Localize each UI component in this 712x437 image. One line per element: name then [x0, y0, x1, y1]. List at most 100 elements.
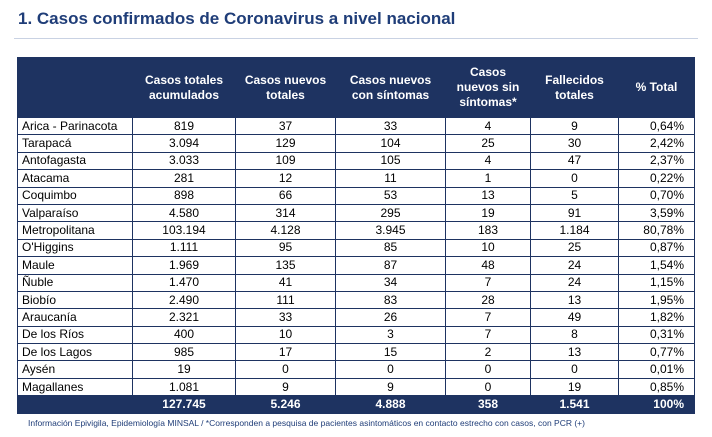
deaths-cell: 0: [530, 360, 619, 379]
region-name: Ñuble: [17, 273, 133, 292]
new-cases-cell: 17: [235, 343, 336, 362]
header-region: [17, 57, 133, 118]
title-divider: [14, 38, 698, 39]
new-symptomatic-cell: 104: [335, 134, 446, 153]
new-asymptomatic-cell: 4: [445, 116, 531, 136]
table-row: Coquimbo 898 66 53 13 5 0,70%: [17, 186, 695, 205]
table-row: Arica - Parinacota 819 37 33 4 9 0,64%: [17, 116, 695, 136]
percent-cell: 1,82%: [618, 308, 695, 327]
table-row: Tarapacá 3.094 129 104 25 30 2,42%: [17, 134, 695, 153]
percent-cell: 1,15%: [618, 273, 695, 292]
deaths-cell: 19: [530, 377, 619, 397]
percent-cell: 0,64%: [618, 116, 695, 136]
cases-total-cell: 1.470: [132, 273, 236, 292]
deaths-cell: 5: [530, 186, 619, 205]
new-symptomatic-cell: 53: [335, 186, 446, 205]
deaths-cell: 91: [530, 203, 619, 223]
deaths-cell: 13: [530, 290, 619, 310]
header-new-cases: Casos nuevos totales: [235, 57, 336, 118]
new-cases-cell: 66: [235, 186, 336, 205]
percent-cell: 80,78%: [618, 221, 695, 240]
new-cases-cell: 95: [235, 238, 336, 258]
region-name: Maule: [17, 256, 133, 275]
new-asymptomatic-cell: 7: [445, 273, 531, 292]
cases-total-cell: 1.111: [132, 238, 236, 258]
cases-total-cell: 2.490: [132, 290, 236, 310]
cases-total-cell: 103.194: [132, 221, 236, 240]
new-asymptomatic-cell: 7: [445, 325, 531, 345]
header-deaths: Fallecidos totales: [530, 57, 619, 118]
new-cases-cell: 41: [235, 273, 336, 292]
new-asymptomatic-cell: 4: [445, 151, 531, 171]
new-symptomatic-cell: 0: [335, 360, 446, 379]
footnote: Información Epivigila, Epidemiología MIN…: [28, 418, 585, 428]
totals-row: 127.745 5.246 4.888 358 1.541 100%: [17, 395, 695, 415]
percent-cell: 0,85%: [618, 377, 695, 397]
new-symptomatic-cell: 295: [335, 203, 446, 223]
region-name: Coquimbo: [17, 186, 133, 205]
deaths-cell: 30: [530, 134, 619, 153]
cases-total-cell: 1.969: [132, 256, 236, 275]
percent-cell: 0,77%: [618, 343, 695, 362]
new-symptomatic-cell: 33: [335, 116, 446, 136]
totals-cell: 1.541: [530, 395, 619, 415]
table-row: O'Higgins 1.111 95 85 10 25 0,87%: [17, 238, 695, 258]
new-asymptomatic-cell: 13: [445, 186, 531, 205]
new-asymptomatic-cell: 10: [445, 238, 531, 258]
region-name: Antofagasta: [17, 151, 133, 171]
percent-cell: 0,01%: [618, 360, 695, 379]
table-header-row: Casos totales acumulados Casos nuevos to…: [17, 57, 695, 118]
new-symptomatic-cell: 85: [335, 238, 446, 258]
new-cases-cell: 4.128: [235, 221, 336, 240]
cases-total-cell: 3.033: [132, 151, 236, 171]
new-asymptomatic-cell: 48: [445, 256, 531, 275]
new-asymptomatic-cell: 25: [445, 134, 531, 153]
deaths-cell: 0: [530, 169, 619, 188]
header-new-asymptomatic: Casos nuevos sin síntomas*: [445, 57, 531, 118]
new-cases-cell: 314: [235, 203, 336, 223]
new-symptomatic-cell: 3.945: [335, 221, 446, 240]
deaths-cell: 8: [530, 325, 619, 345]
new-cases-cell: 10: [235, 325, 336, 345]
table-row: Araucanía 2.321 33 26 7 49 1,82%: [17, 308, 695, 327]
new-cases-cell: 129: [235, 134, 336, 153]
new-symptomatic-cell: 34: [335, 273, 446, 292]
region-name: Araucanía: [17, 308, 133, 327]
cases-table: Casos totales acumulados Casos nuevos to…: [17, 57, 695, 415]
cases-total-cell: 400: [132, 325, 236, 345]
new-symptomatic-cell: 105: [335, 151, 446, 171]
table-row: Antofagasta 3.033 109 105 4 47 2,37%: [17, 151, 695, 171]
region-name: O'Higgins: [17, 238, 133, 258]
new-symptomatic-cell: 26: [335, 308, 446, 327]
region-name: Metropolitana: [17, 221, 133, 240]
new-cases-cell: 33: [235, 308, 336, 327]
region-name: Atacama: [17, 169, 133, 188]
percent-cell: 0,70%: [618, 186, 695, 205]
new-cases-cell: 109: [235, 151, 336, 171]
new-cases-cell: 135: [235, 256, 336, 275]
percent-cell: 2,42%: [618, 134, 695, 153]
cases-total-cell: 281: [132, 169, 236, 188]
table-row: Aysén 19 0 0 0 0 0,01%: [17, 360, 695, 379]
region-name: Magallanes: [17, 377, 133, 397]
percent-cell: 0,87%: [618, 238, 695, 258]
deaths-cell: 1.184: [530, 221, 619, 240]
deaths-cell: 24: [530, 256, 619, 275]
region-name: Aysén: [17, 360, 133, 379]
cases-total-cell: 1.081: [132, 377, 236, 397]
table-row: De los Ríos 400 10 3 7 8 0,31%: [17, 325, 695, 345]
new-symptomatic-cell: 87: [335, 256, 446, 275]
new-cases-cell: 12: [235, 169, 336, 188]
deaths-cell: 24: [530, 273, 619, 292]
new-asymptomatic-cell: 7: [445, 308, 531, 327]
table-row: Metropolitana 103.194 4.128 3.945 183 1.184 80…: [17, 221, 695, 240]
deaths-cell: 49: [530, 308, 619, 327]
percent-cell: 0,31%: [618, 325, 695, 345]
totals-cell: 127.745: [132, 395, 236, 415]
table-row: Maule 1.969 135 87 48 24 1,54%: [17, 256, 695, 275]
new-asymptomatic-cell: 0: [445, 377, 531, 397]
header-new-symptomatic: Casos nuevos con síntomas: [335, 57, 446, 118]
totals-cell: 5.246: [235, 395, 336, 415]
percent-cell: 1,54%: [618, 256, 695, 275]
region-name: Tarapacá: [17, 134, 133, 153]
